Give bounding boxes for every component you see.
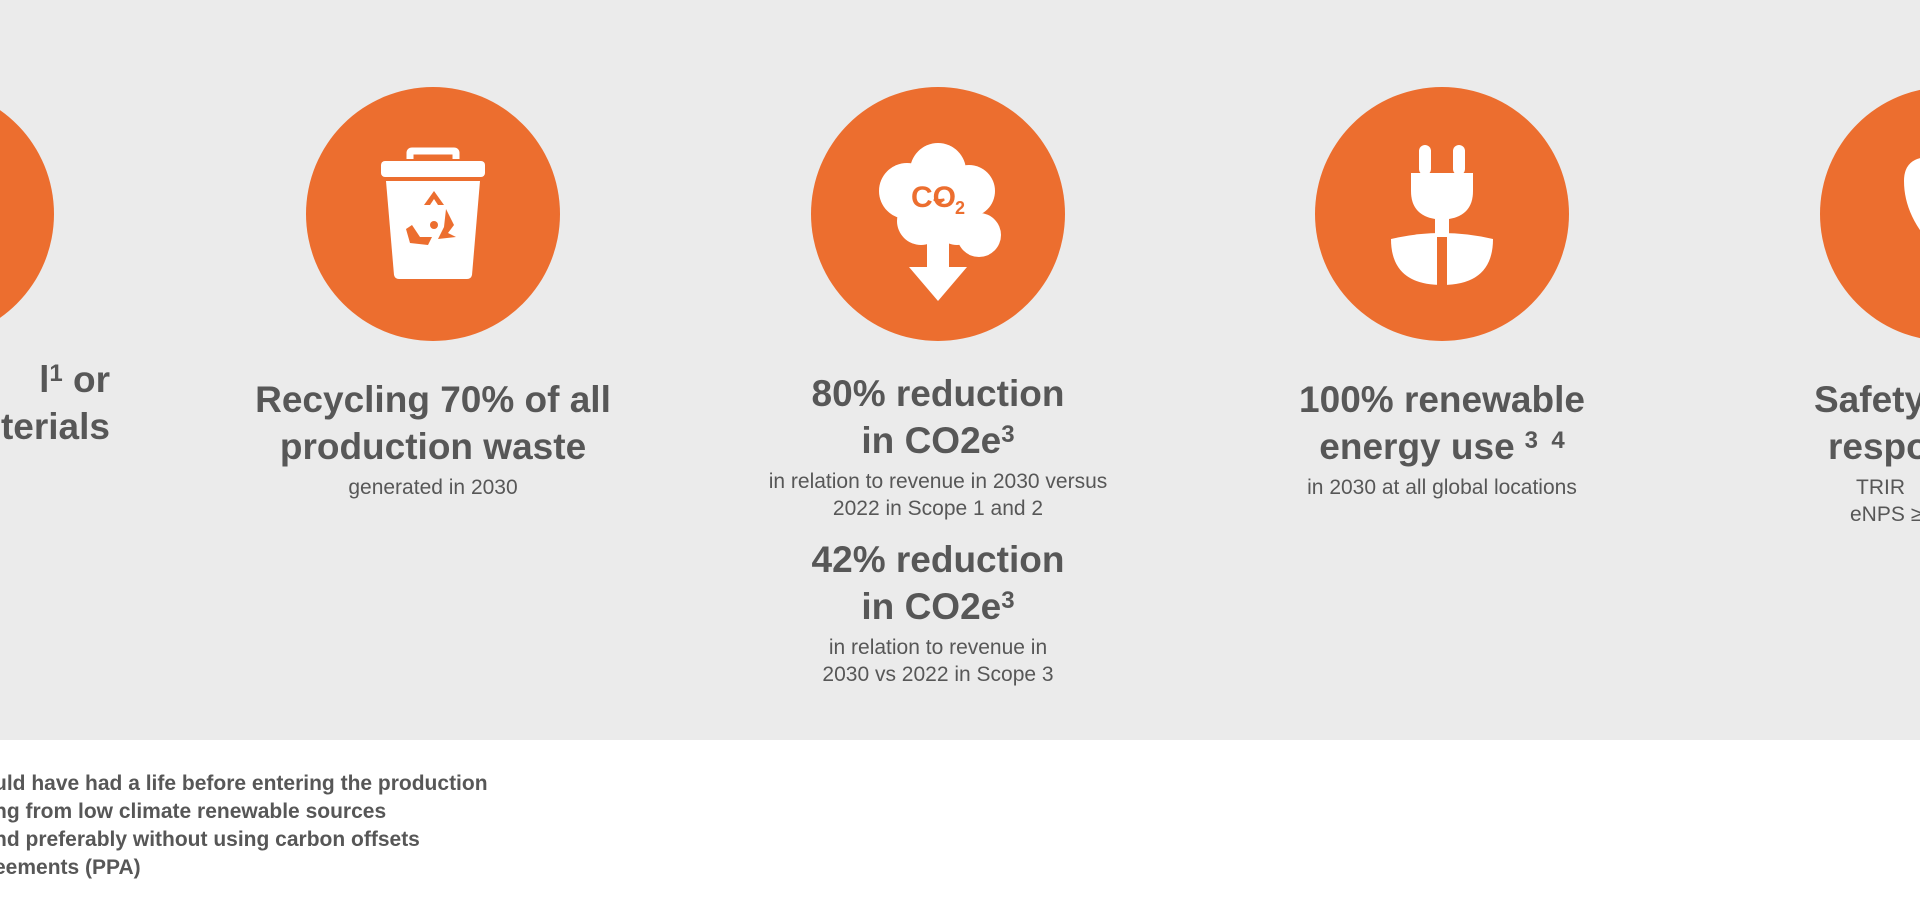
footnotes: uld have had a life before entering the … [0, 770, 488, 882]
recycling-subtitle: generated in 2030 [348, 476, 518, 499]
left-goal-text: l1 or terials [0, 356, 110, 450]
recycling-text: Recycling 70% of all production waste ge… [230, 376, 636, 501]
safety-circle [1820, 87, 1920, 341]
co2-scope3-subtitle: in relation to revenue in 2030 vs 2022 i… [822, 636, 1054, 686]
co2-scope12-title: 80% reduction in CO2e3 [811, 373, 1065, 461]
co2-scope12-subtitle: in relation to revenue in 2030 versus 20… [768, 470, 1108, 520]
recycling-title: Recycling 70% of all production waste [255, 379, 611, 467]
footnote-line: uld have had a life before entering the … [0, 772, 488, 795]
left-goal-circle [0, 87, 54, 341]
plug-plant-icon [1391, 145, 1493, 285]
recycle-bin-icon [381, 147, 485, 279]
energy-title: 100% renewable energy use 3 4 [1299, 379, 1585, 467]
safety-subtitle: TRIR eNPS ≥ [1850, 476, 1920, 526]
svg-text:2: 2 [955, 198, 965, 218]
safety-title: Safety respo [1814, 379, 1920, 467]
co2-text: 80% reduction in CO2e3 in relation to re… [738, 370, 1138, 688]
recycling-circle [306, 87, 560, 341]
energy-text: 100% renewable energy use 3 4 in 2030 at … [1242, 376, 1642, 501]
co2-cloud-down-icon: CO 2 [879, 143, 1001, 301]
safety-text: Safety respo TRIR eNPS ≥ [1790, 376, 1920, 528]
co2-circle: CO 2 [811, 87, 1065, 341]
heart-icon [1904, 158, 1920, 231]
left-goal-title: l1 or terials [0, 359, 110, 447]
footnote-line: ng from low climate renewable sources [0, 800, 387, 823]
goals-band: l1 or terials Recycling 70% of all produ… [0, 0, 1920, 740]
footnote-line: eements (PPA) [0, 856, 141, 879]
energy-subtitle: in 2030 at all global locations [1307, 476, 1577, 499]
co2-scope3-title: 42% reduction in CO2e3 [811, 539, 1065, 627]
svg-text:CO: CO [911, 181, 956, 214]
energy-circle [1315, 87, 1569, 341]
footnote-line: nd preferably without using carbon offse… [0, 828, 420, 851]
